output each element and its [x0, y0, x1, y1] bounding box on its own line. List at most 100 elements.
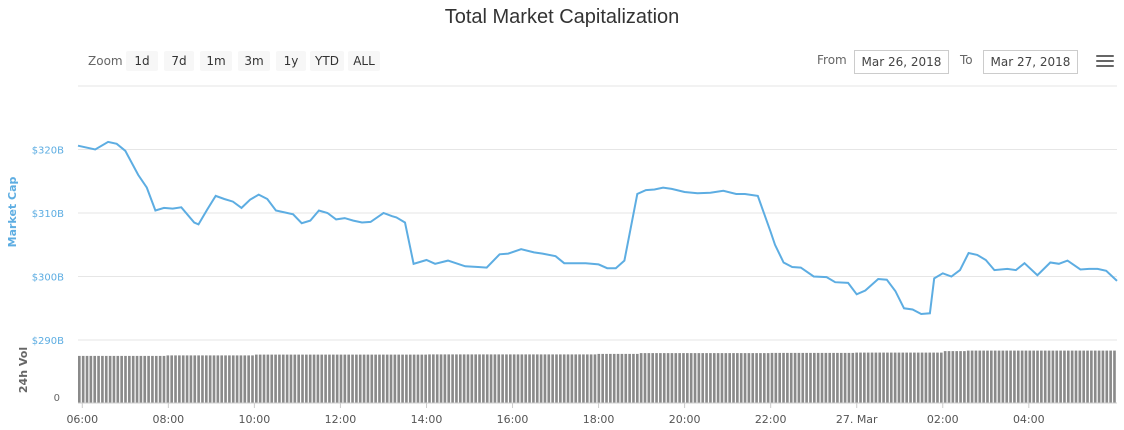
volume-bar [305, 354, 308, 403]
volume-bar [93, 355, 97, 403]
volume-bar [928, 352, 932, 403]
volume-bar [786, 352, 789, 403]
volume-bar [970, 350, 974, 403]
x-tick-label: 27. Mar [836, 413, 878, 426]
volume-bar [362, 354, 366, 403]
volume-bar [986, 350, 989, 403]
volume-bar [566, 354, 570, 403]
volume-bar [974, 350, 978, 403]
volume-bar [1013, 350, 1016, 403]
volume-bar [547, 354, 551, 403]
volume-bar [855, 352, 858, 403]
zoom-button-1m[interactable]: 1m [200, 51, 232, 71]
volume-bar [662, 353, 666, 403]
volume-bar [766, 353, 770, 403]
volume-bar [870, 352, 874, 403]
volume-bar [382, 354, 385, 403]
volume-bar [266, 354, 270, 403]
volume-bar [455, 354, 458, 403]
volume-bar [378, 354, 381, 403]
volume-bar [262, 354, 266, 403]
volume-bar [239, 355, 243, 403]
volume-bar [1063, 350, 1066, 403]
volume-bar [559, 354, 562, 403]
zoom-button-ytd[interactable]: YTD [310, 51, 344, 71]
zoom-button-1d[interactable]: 1d [126, 51, 158, 71]
volume-bar [1009, 350, 1012, 403]
from-date-input[interactable]: Mar 26, 2018 [854, 50, 949, 74]
volume-bar [1032, 350, 1035, 403]
zoom-button-7d[interactable]: 7d [164, 51, 194, 71]
volume-bar [582, 354, 585, 403]
volume-bar [570, 354, 574, 403]
volume-bar [81, 355, 85, 403]
volume-bar [686, 353, 689, 403]
volume-bar [955, 351, 959, 403]
volume-bar [320, 354, 324, 403]
volume-bar [874, 352, 878, 403]
volume-bar [220, 355, 224, 403]
volume-bar [655, 353, 658, 403]
volume-bar [990, 350, 993, 403]
from-label: From [817, 53, 847, 67]
volume-bar [101, 355, 104, 403]
volume-bar [959, 351, 962, 403]
volume-bar [143, 355, 147, 403]
volume-bar [355, 354, 358, 403]
hamburger-icon[interactable] [1096, 55, 1114, 69]
volume-bar [251, 355, 254, 403]
volume-bar [924, 352, 928, 403]
volume-bar [439, 354, 443, 403]
volume-bar [628, 353, 631, 403]
volume-bar [1093, 350, 1097, 403]
volume-bar [1109, 350, 1112, 403]
volume-bar [197, 355, 200, 403]
volume-bar [162, 355, 166, 403]
y-axis-label: Market Cap [6, 177, 19, 248]
volume-bar [535, 354, 539, 403]
volume-bar [474, 354, 478, 403]
zoom-button-1y[interactable]: 1y [276, 51, 306, 71]
volume-bar [135, 355, 139, 403]
volume-bar [639, 353, 643, 403]
volume-bar [543, 354, 547, 403]
volume-bar [108, 355, 112, 403]
volume-bar [1020, 350, 1024, 403]
zoom-button-all[interactable]: ALL [348, 51, 380, 71]
volume-bar [693, 353, 697, 403]
volume-bar [324, 354, 327, 403]
volume-bar [1036, 350, 1039, 403]
volume-bar [689, 353, 693, 403]
volume-bar [385, 354, 389, 403]
volume-bar [401, 354, 404, 403]
volume-bar [555, 354, 558, 403]
volume-bar [859, 352, 862, 403]
zoom-button-3m[interactable]: 3m [238, 51, 270, 71]
volume-bar [147, 355, 150, 403]
to-date-input[interactable]: Mar 27, 2018 [983, 50, 1078, 74]
volume-bar [120, 355, 123, 403]
volume-bar [520, 354, 524, 403]
volume-bar [539, 354, 543, 403]
volume-bar [505, 354, 508, 403]
volume-bar [562, 354, 566, 403]
volume-bar [281, 354, 285, 403]
volume-bar [709, 353, 712, 403]
volume-bar [185, 355, 189, 403]
volume-bar [128, 355, 131, 403]
volume-bar [451, 354, 454, 403]
volume-bar [458, 354, 462, 403]
volume-bar [331, 354, 335, 403]
volume-bar [836, 352, 839, 403]
volume-bar [174, 355, 177, 403]
volume-bar [231, 355, 235, 403]
volume-bar [528, 354, 531, 403]
volume-bar [901, 352, 905, 403]
volume-bar [416, 354, 420, 403]
x-tick-label: 06:00 [66, 413, 98, 426]
volume-bar [943, 351, 947, 403]
y-tick-label-290: $290B [32, 336, 64, 347]
volume-bar [905, 352, 908, 403]
volume-bar [370, 354, 374, 403]
